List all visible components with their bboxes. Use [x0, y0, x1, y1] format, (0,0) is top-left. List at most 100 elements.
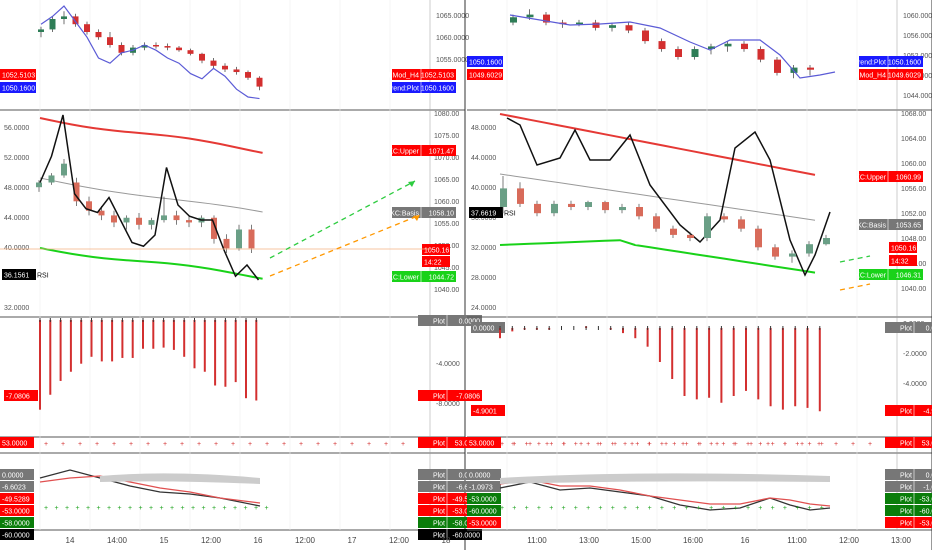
left-pane4-plot-label-title: Plot: [433, 441, 445, 448]
left-pane2-candle: [98, 210, 105, 216]
right-pane1-candle: [592, 22, 600, 28]
left-chart-window: 1065.0000 1060.0000 1055.0000 56.0000 52.000…: [0, 0, 482, 550]
left-pane5-left-value-bg: [0, 481, 34, 492]
right-time-axis-label: 13:00: [579, 536, 600, 545]
right-pane5-marker: +: [758, 505, 762, 512]
left-pane1-candle: [141, 45, 148, 48]
left-pane3-plot-label: Plot -7.0806: [418, 390, 482, 401]
right-pane2-candle: [636, 207, 643, 217]
left-pane5-marker: +: [160, 505, 164, 512]
right-pane4-marker: +: [834, 441, 838, 448]
left-time-axis-label: 12:00: [201, 536, 222, 545]
right-pane4-marker: +: [698, 441, 702, 448]
right-pane5-marker: +: [685, 505, 689, 512]
right-pane1-candle: [576, 22, 583, 25]
left-pane4-left-value-text: 53.0000: [2, 441, 27, 448]
right-pane5-gray-band: [500, 473, 830, 484]
right-pane4-marker: +: [635, 441, 639, 448]
right-pane5-plot-label: Plot -53.0000: [885, 493, 932, 504]
right-pane5-marker: +: [525, 505, 529, 512]
right-pane2-candle: [789, 253, 796, 257]
right-pane5-plot-label-title: Plot: [900, 485, 912, 492]
left-pane4-marker: +: [401, 441, 405, 448]
right-pane1-candle: [526, 14, 534, 18]
left-pane5-plot-label-title: Plot: [433, 485, 445, 492]
left-pane5-left-value-bg: [0, 469, 34, 480]
right-pane5-marker: +: [746, 505, 750, 512]
left-ztrend-plot-label-bg: [392, 82, 456, 93]
right-time-axis-label: 11:00: [527, 536, 547, 545]
right-pane5-left-value-text: -53.0000: [469, 497, 497, 504]
left-pane2-rsi-tick: 44.0000: [4, 215, 29, 222]
right-kc-basis-label-value: 1053.65: [896, 223, 921, 230]
left-pane5-marker: +: [76, 505, 80, 512]
left-pane5-plot-label-bg: [418, 481, 482, 492]
right-last-price-tag-bg: [889, 242, 917, 253]
left-pane4-marker: +: [333, 441, 337, 448]
left-pane5-plot-label-value: -49.5289: [452, 497, 480, 504]
right-pane5-left-value: -53.0000: [467, 517, 501, 528]
left-pane3-plot-label-bg: [418, 390, 482, 401]
left-pane5-plot-label-bg: [418, 517, 482, 528]
right-pane2-rsi-tick: 48.0000: [471, 125, 496, 132]
right-pane5-marker: +: [635, 505, 639, 512]
right-pane4-marker: +: [549, 441, 553, 448]
right-ztrend-plot-label-value: 1050.1600: [888, 60, 921, 67]
left-last-price-tag-bg: [422, 244, 450, 255]
left-pane2-candle: [211, 217, 217, 239]
left-ztrend-mod-h4-label-title: ZTrend:Mod_H4: [368, 73, 419, 80]
right-pane4-marker: +: [783, 441, 787, 448]
right-ztrend-mod-h4-label: ZTrend:Mod_H4 1049.6029: [835, 69, 923, 80]
left-pane4-left-value: 53.0000: [0, 437, 34, 448]
right-pane5-plot-label: Plot -53.0000: [885, 517, 932, 528]
right-pane5-plot-label-value: -60.0000: [919, 509, 932, 516]
right-pane5-plot-label-bg: [885, 469, 932, 480]
left-pane2-price-tick: 1070.00: [434, 155, 459, 162]
left-pane4-plot-label-bg: [418, 437, 482, 448]
left-pane1-left-value: 1050.1600: [0, 82, 36, 93]
left-pane5-marker: +: [55, 505, 59, 512]
left-time-axis-label: 16: [254, 536, 263, 545]
right-ztrend-mod-h4-label-title: ZTrend:Mod_H4: [835, 73, 886, 80]
right-kc-lower-label-bg: [859, 269, 923, 280]
left-pane5-marker: +: [86, 505, 90, 512]
right-last-price-tag-text: 1050.16: [891, 246, 916, 253]
right-pane5-marker: +: [549, 505, 553, 512]
right-rsi-value-label: 37.6619: [469, 207, 503, 218]
left-kc-basis-label-bg: [392, 207, 456, 218]
right-pane4-marker: +: [586, 441, 590, 448]
right-pane3-plot-label-title: Plot: [900, 409, 912, 416]
right-pane4-marker: +: [648, 441, 652, 448]
left-kc-upper-label-bg: [392, 145, 456, 156]
left-kc-basis-label-title: KC:Basis: [390, 211, 419, 218]
right-pane2-rsi-tick: 40.0000: [471, 185, 496, 192]
right-pane3-left-value-bg: [471, 405, 505, 416]
right-countdown-tag-text: 14:32: [891, 259, 909, 266]
left-time-axis-label: 18: [442, 536, 451, 545]
left-pane5-left-value-bg: [0, 505, 34, 516]
right-pane1-left-value-text: 1049.6029: [469, 73, 502, 80]
left-pane2-candle: [111, 215, 117, 223]
right-pane3-plot-label-value: -4.9001: [923, 409, 932, 416]
right-pane5-marker: +: [660, 505, 664, 512]
left-pane5-plot-label: Plot -58.0000: [418, 517, 482, 528]
right-pane3-plot-label-bg: [885, 405, 932, 416]
right-pane4-marker: +: [579, 441, 583, 448]
right-pane5-left-value-bg: [467, 469, 501, 480]
left-pane1-left-value-text: 1052.5103: [2, 73, 35, 80]
right-pane1-tick: 1056.0000: [903, 33, 932, 40]
left-pane5-plot-label-title: Plot: [433, 533, 445, 540]
left-pane4-marker: +: [163, 441, 167, 448]
left-pane2-candle: [248, 229, 255, 249]
right-pane2-price-tick: 1068.00: [901, 111, 926, 118]
left-pane5-plot-label-bg: [418, 469, 482, 480]
right-pane4-marker: +: [734, 441, 738, 448]
left-pane5-marker: +: [149, 505, 153, 512]
left-pane5-left-value-text: -53.0000: [2, 509, 30, 516]
right-pane4-marker: +: [525, 441, 529, 448]
left-pane5-left-value: 0.0000: [0, 469, 34, 480]
right-pane2-rsi-tick: 36.0000: [471, 215, 496, 222]
right-ztrend-plot-label-bg: [859, 56, 923, 67]
left-pane5-left-value-text: -60.0000: [2, 533, 30, 540]
right-pane1-candle: [774, 59, 781, 73]
